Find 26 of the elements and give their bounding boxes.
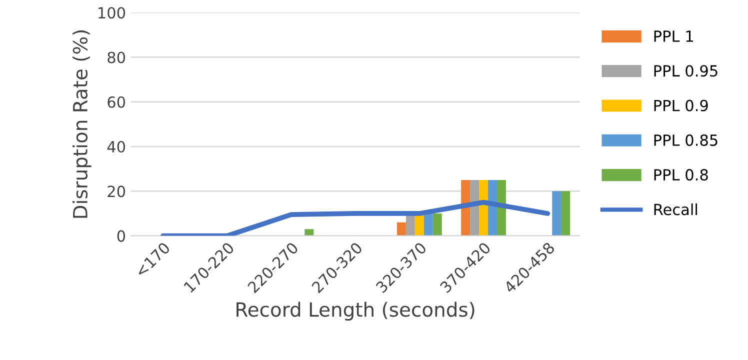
line-series xyxy=(160,200,550,236)
legend-label: PPL 1 xyxy=(654,30,693,42)
bar xyxy=(488,180,497,236)
y-tick-label: 0 xyxy=(117,230,126,242)
y-tick-label: 60 xyxy=(108,96,126,108)
y-tick-label: 100 xyxy=(98,7,126,19)
bar xyxy=(479,180,488,236)
bar xyxy=(552,191,562,236)
y-tick-label: 80 xyxy=(108,52,126,64)
bar xyxy=(396,222,406,236)
legend-label: PPL 0.8 xyxy=(654,169,708,181)
bar xyxy=(561,191,570,236)
bar xyxy=(461,180,470,236)
y-tick-label: 20 xyxy=(108,186,126,198)
legend-label: PPL 0.95 xyxy=(654,65,718,77)
bar xyxy=(496,180,506,236)
legend-label: PPL 0.9 xyxy=(654,100,708,112)
legend-label: Recall xyxy=(654,203,697,216)
x-axis-title: Record Length (seconds) xyxy=(236,302,474,321)
bar xyxy=(304,229,314,236)
bar xyxy=(432,213,442,236)
bar xyxy=(470,180,480,236)
legend-label: PPL 0.85 xyxy=(654,134,718,146)
bar xyxy=(424,213,433,236)
y-tick-label: 40 xyxy=(107,140,126,153)
y-axis-title: Disruption Rate (%) xyxy=(72,30,92,218)
